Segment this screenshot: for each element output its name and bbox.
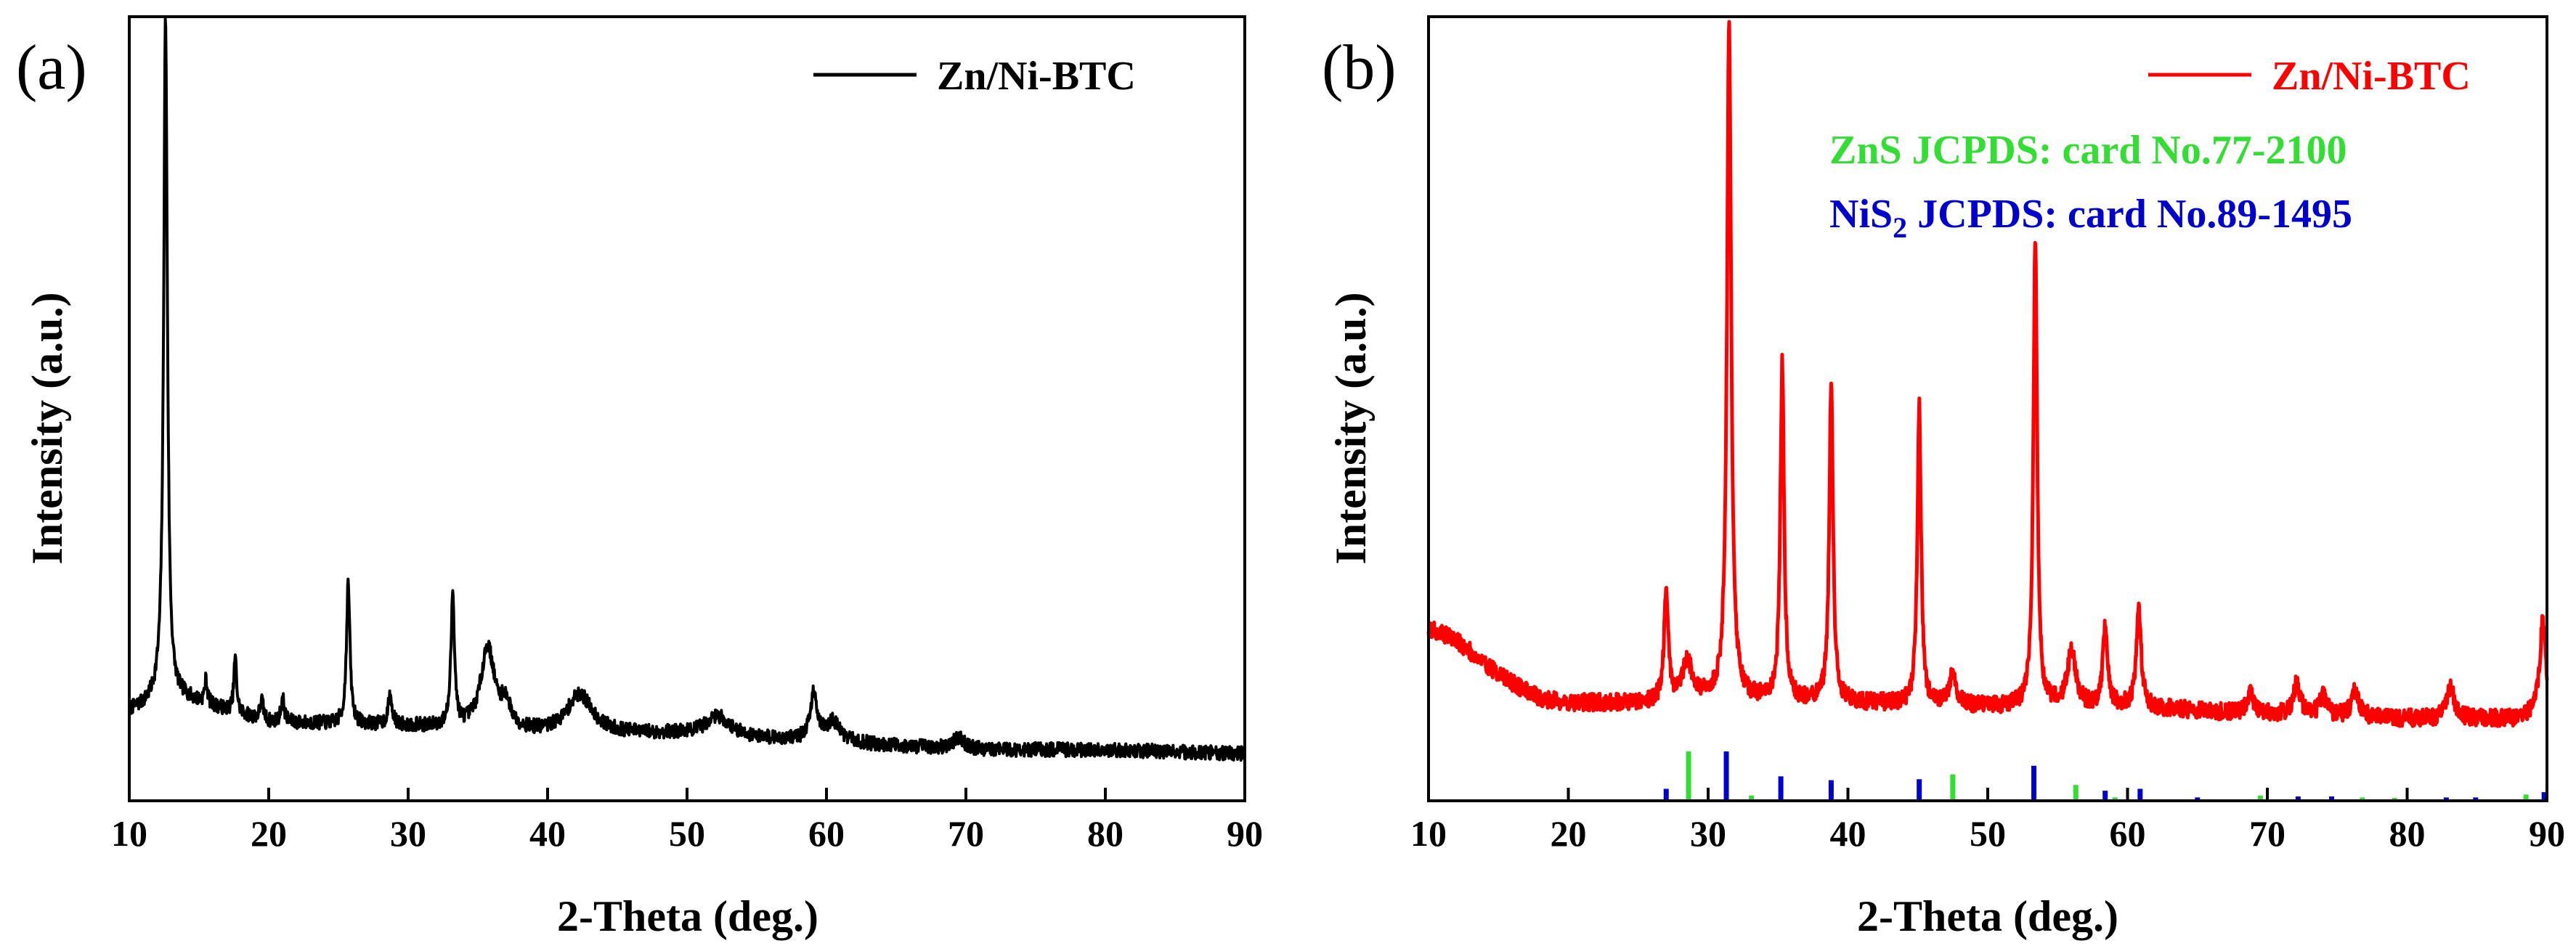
x-tick-label: 50 bbox=[669, 813, 705, 854]
x-tick-label: 80 bbox=[2389, 813, 2426, 854]
legend-b-label-zn-ni-btc: Zn/Ni-BTC bbox=[2272, 54, 2471, 99]
nis2-subscript: 2 bbox=[1893, 211, 1907, 244]
x-tick-label: 90 bbox=[1227, 813, 1263, 854]
nis2-suffix: JCPDS: card No.89-1495 bbox=[1907, 192, 2352, 237]
legend-a-label: Zn/Ni-BTC bbox=[937, 54, 1136, 99]
x-tick-label: 70 bbox=[2249, 813, 2286, 854]
legend-b-label-zns: ZnS JCPDS: card No.77-2100 bbox=[1829, 128, 2347, 173]
x-tick-label: 30 bbox=[1690, 813, 1726, 854]
legend-b: Zn/Ni-BTC ZnS JCPDS: card No.77-2100 NiS… bbox=[1829, 54, 2471, 244]
x-ticks-a: 10 20 30 40 50 60 70 80 90 bbox=[111, 788, 1263, 854]
x-tick-label: 90 bbox=[2529, 813, 2565, 854]
x-tick-label: 50 bbox=[1970, 813, 2006, 854]
plot-frame-b bbox=[1427, 15, 2548, 802]
y-axis-title-a: Intensity (a.u.) bbox=[23, 292, 71, 564]
x-tick-label: 10 bbox=[1410, 813, 1447, 854]
x-ticks-b: 10 20 30 40 50 60 70 80 90 bbox=[1410, 788, 2565, 854]
chart-panel-b: (b) Intensity (a.u.) 2-Theta (deg.) 10 20… bbox=[1322, 15, 2565, 940]
x-axis-title-b: 2-Theta (deg.) bbox=[1857, 892, 2118, 940]
legend-b-label-nis2: NiS2 JCPDS: card No.89-1495 bbox=[1829, 192, 2352, 244]
x-axis-title-a: 2-Theta (deg.) bbox=[557, 892, 818, 940]
panel-label-b: (b) bbox=[1322, 33, 1397, 103]
xrd-trace-b bbox=[1426, 20, 2549, 728]
panel-label-a: (a) bbox=[16, 33, 87, 103]
xrd-trace-a bbox=[128, 17, 1246, 762]
x-tick-label: 70 bbox=[948, 813, 984, 854]
x-tick-label: 20 bbox=[251, 813, 287, 854]
chart-panel-a: (a) Intensity (a.u.) 2-Theta (deg.) 10 20… bbox=[16, 15, 1263, 940]
legend-a: Zn/Ni-BTC bbox=[813, 54, 1136, 99]
plot-frame-a bbox=[128, 15, 1246, 802]
x-tick-label: 10 bbox=[111, 813, 147, 854]
x-tick-label: 60 bbox=[808, 813, 845, 854]
reference-sticks-b bbox=[1663, 751, 2547, 799]
x-tick-label: 40 bbox=[1830, 813, 1866, 854]
x-tick-label: 30 bbox=[390, 813, 426, 854]
x-tick-label: 40 bbox=[529, 813, 566, 854]
x-tick-label: 80 bbox=[1087, 813, 1124, 854]
y-axis-title-b: Intensity (a.u.) bbox=[1327, 292, 1375, 564]
nis2-prefix: NiS bbox=[1829, 192, 1893, 237]
x-tick-label: 60 bbox=[2110, 813, 2146, 854]
x-tick-label: 20 bbox=[1551, 813, 1587, 854]
